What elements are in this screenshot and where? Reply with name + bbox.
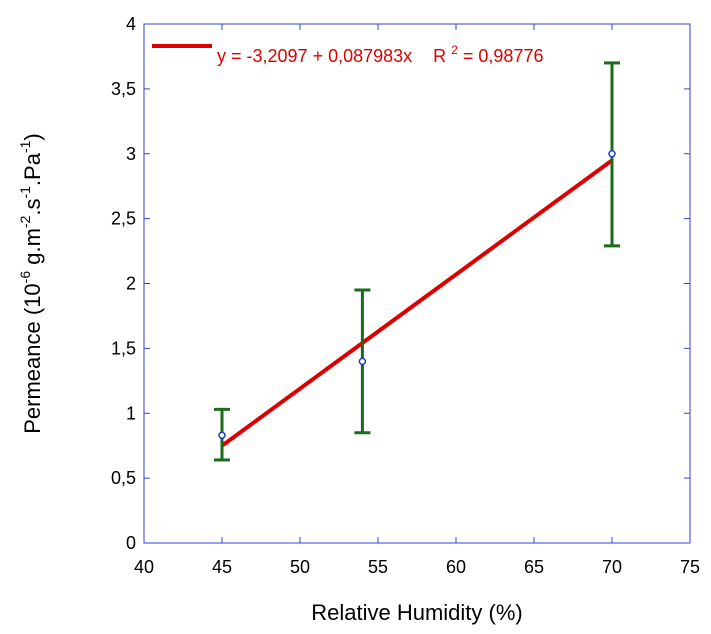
x-tick-label: 60 bbox=[446, 557, 466, 577]
plot-frame bbox=[143, 23, 691, 544]
y-tick-label: 2 bbox=[126, 274, 136, 294]
legend-r2-prefix: R bbox=[433, 46, 446, 66]
y-tick-label: 3,5 bbox=[111, 79, 136, 99]
y-tick-label: 0 bbox=[126, 533, 136, 553]
y-tick-label: 0,5 bbox=[111, 468, 136, 488]
legend-equation: y = -3,2097 + 0,087983x R 2 = 0,98776 bbox=[217, 38, 543, 66]
y-tick-label: 1,5 bbox=[111, 338, 136, 358]
x-tick-label: 75 bbox=[680, 557, 700, 577]
data-point bbox=[358, 357, 367, 366]
x-tick-label: 70 bbox=[602, 557, 622, 577]
x-tick-label: 50 bbox=[290, 557, 310, 577]
data-points bbox=[218, 150, 616, 440]
x-tick-label: 45 bbox=[212, 557, 232, 577]
legend-eq-text: y = -3,2097 + 0,087983x bbox=[217, 46, 412, 66]
x-tick-labels: 40 45 50 55 60 65 70 75 bbox=[134, 557, 700, 577]
y-axis-label: Permeance (10-6 g.m-2.s-1.Pa-1) bbox=[17, 133, 45, 434]
y-tick-label: 4 bbox=[126, 14, 136, 34]
x-tick-label: 55 bbox=[368, 557, 388, 577]
y-tick-labels: 0 0,5 1 1,5 2 2,5 3 3,5 4 bbox=[111, 14, 136, 553]
y-tick-label: 1 bbox=[126, 403, 136, 423]
legend-r2-value: = 0,98776 bbox=[463, 46, 544, 66]
fit-line bbox=[220, 158, 614, 448]
legend-r2-exp: 2 bbox=[451, 43, 458, 57]
x-axis-label: Relative Humidity (%) bbox=[311, 600, 523, 625]
x-tick-label: 40 bbox=[134, 557, 154, 577]
error-bars bbox=[214, 61, 620, 462]
y-tick-label: 3 bbox=[126, 144, 136, 164]
axis-ticks bbox=[143, 23, 691, 544]
data-point bbox=[608, 150, 616, 158]
y-tick-label: 2,5 bbox=[111, 209, 136, 229]
data-point bbox=[218, 431, 226, 440]
x-tick-label: 65 bbox=[524, 557, 544, 577]
